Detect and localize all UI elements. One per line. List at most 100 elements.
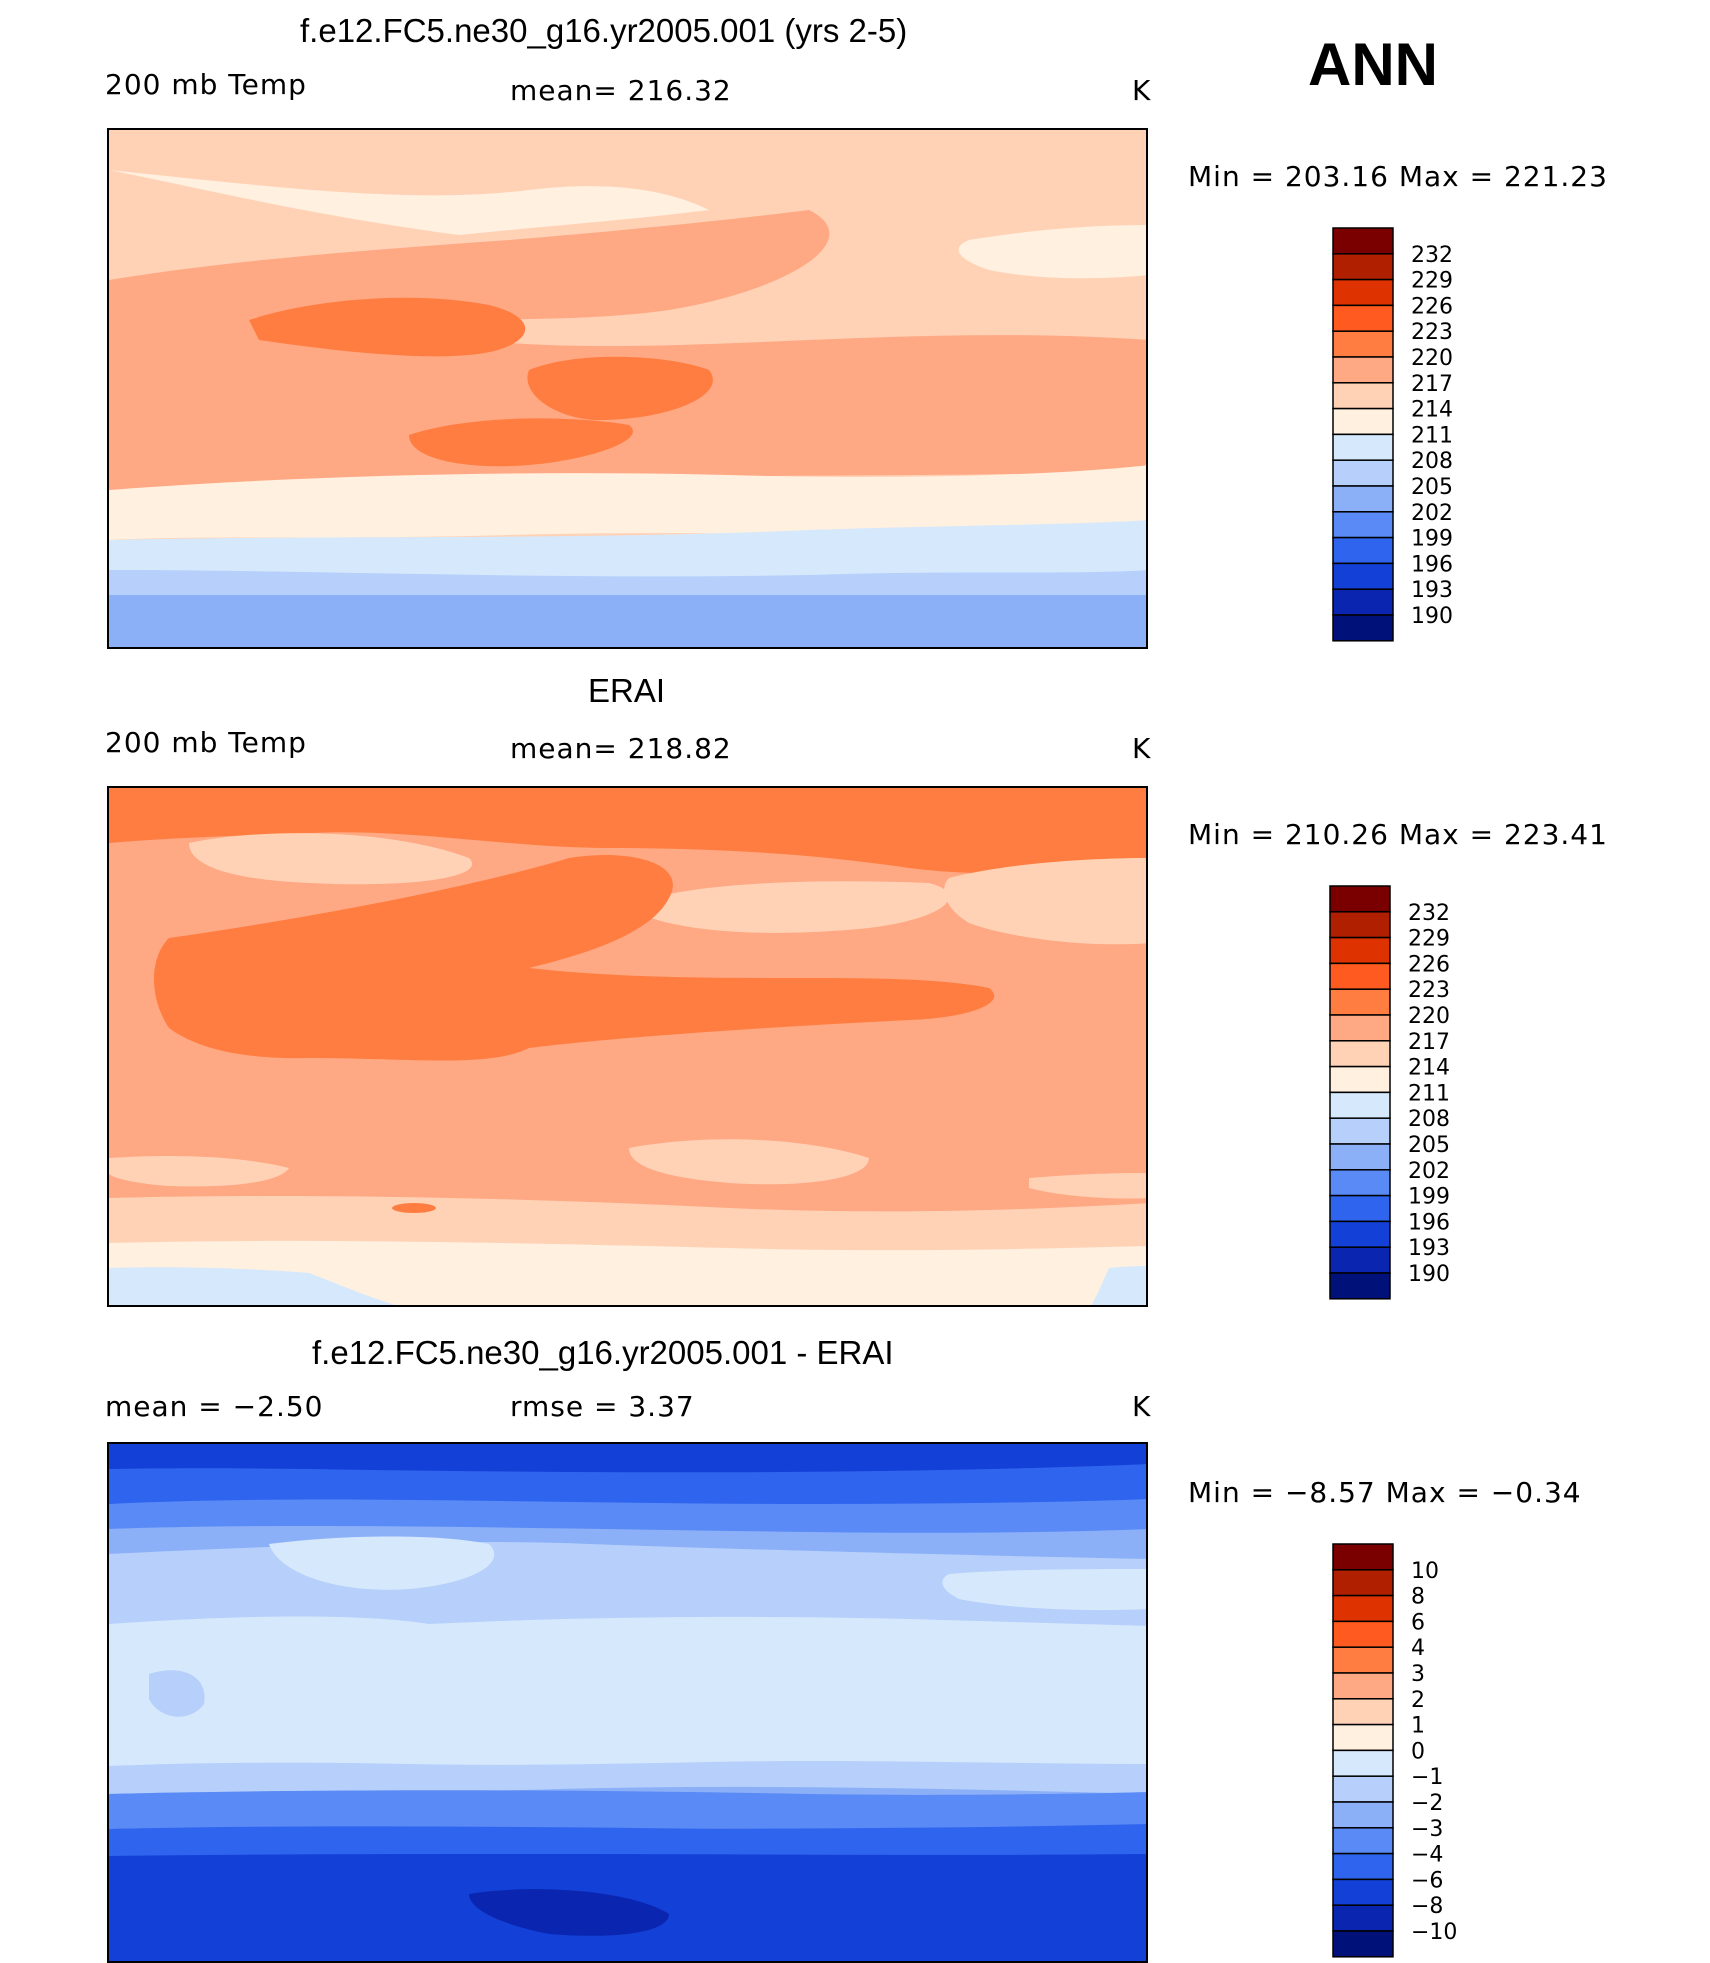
colorbar-2-swatch <box>1329 1117 1391 1145</box>
colorbar-3-swatch <box>1332 1878 1394 1906</box>
panel-1-variable-label: 200 mb Temp <box>105 68 307 101</box>
colorbar-3-tick-label: 1 <box>1411 1714 1425 1739</box>
colorbar-3-tick-label: −10 <box>1411 1920 1457 1945</box>
colorbar-2-tick-label: 214 <box>1408 1056 1450 1081</box>
colorbar-1-svg: 2322292262232202172142112082052021991961… <box>1332 227 1453 642</box>
colorbar-1-swatch <box>1332 485 1394 513</box>
colorbar-2-tick-label: 199 <box>1408 1185 1450 1210</box>
colorbar-1-swatch <box>1332 330 1394 358</box>
panel-3-units-label: K <box>1132 1390 1152 1423</box>
colorbar-1-tick-label: 202 <box>1411 501 1453 526</box>
panel-3-map <box>107 1442 1148 1963</box>
colorbar-3-swatch <box>1332 1801 1394 1829</box>
colorbar-2-tick-label: 190 <box>1408 1262 1450 1287</box>
colorbar-3-swatch <box>1332 1594 1394 1623</box>
panel-3-mean-label: mean = −2.50 <box>105 1390 324 1423</box>
colorbar-1-swatch <box>1332 407 1394 436</box>
colorbar-1-swatch <box>1332 253 1394 281</box>
colorbar-2-swatch <box>1329 1169 1391 1197</box>
colorbar-1-swatch <box>1332 614 1394 642</box>
colorbar-1-swatch <box>1332 382 1394 410</box>
colorbar-3-tick-label: −8 <box>1411 1894 1443 1919</box>
colorbar-3-swatch <box>1332 1930 1394 1958</box>
colorbar-1-tick-label: 229 <box>1411 269 1453 294</box>
colorbar-3-swatch <box>1332 1646 1394 1674</box>
colorbar-1-swatch <box>1332 459 1394 487</box>
colorbar-1-tick-label: 196 <box>1411 552 1453 577</box>
colorbar-3-swatch <box>1332 1543 1394 1571</box>
colorbar-1-tick-label: 208 <box>1411 449 1453 474</box>
colorbar-2-swatch <box>1329 962 1391 990</box>
colorbar-2-swatch <box>1329 1246 1391 1274</box>
panel-1-map <box>107 128 1148 649</box>
colorbar-3-tick-label: −4 <box>1411 1843 1443 1868</box>
colorbar-3-tick-label: −3 <box>1411 1817 1443 1842</box>
colorbar-2-tick-label: 217 <box>1408 1030 1450 1055</box>
colorbar-2-swatch <box>1329 1065 1391 1094</box>
panel-1-mean-label: mean= 216.32 <box>510 74 732 107</box>
colorbar-2-tick-label: 205 <box>1408 1133 1450 1158</box>
colorbar-1-tick-label: 193 <box>1411 578 1453 603</box>
colorbar-2-tick-label: 229 <box>1408 927 1450 952</box>
colorbar-1-tick-label: 232 <box>1411 243 1453 268</box>
panel-2-minmax: Min = 210.26 Max = 223.41 <box>1188 818 1608 851</box>
colorbar-1-tick-label: 220 <box>1411 346 1453 371</box>
panel-3-contour-field <box>109 1444 1146 1961</box>
colorbar-1-tick-label: 211 <box>1411 423 1453 448</box>
panel-2-contour-field <box>109 788 1146 1305</box>
panel-3-rmse-label: rmse = 3.37 <box>510 1390 695 1423</box>
colorbar-1-tick-label: 217 <box>1411 372 1453 397</box>
colorbar-2-swatch <box>1329 1220 1391 1248</box>
colorbar-2-tick-label: 196 <box>1408 1210 1450 1235</box>
colorbar-3-tick-label: 4 <box>1411 1636 1425 1661</box>
colorbar-2-tick-label: 211 <box>1408 1081 1450 1106</box>
colorbar-3-tick-label: −1 <box>1411 1765 1443 1790</box>
panel-3-title: f.e12.FC5.ne30_g16.yr2005.001 - ERAI <box>312 1334 894 1371</box>
colorbar-3-swatch <box>1332 1749 1394 1777</box>
colorbar-2-tick-label: 193 <box>1408 1236 1450 1261</box>
panel-2-mean-label: mean= 218.82 <box>510 732 732 765</box>
colorbar-3-tick-label: 2 <box>1411 1688 1425 1713</box>
panel-2-units-label: K <box>1132 732 1152 765</box>
colorbar-2-tick-label: 226 <box>1408 952 1450 977</box>
colorbar-2-swatch <box>1329 1143 1391 1171</box>
colorbar-2-swatch <box>1329 1091 1391 1119</box>
colorbar-2-tick-label: 232 <box>1408 901 1450 926</box>
colorbar-2-tick-label: 208 <box>1408 1107 1450 1132</box>
colorbar-3-tick-label: 8 <box>1411 1585 1425 1610</box>
colorbar-1-tick-label: 199 <box>1411 527 1453 552</box>
colorbar-2-swatch <box>1329 936 1391 965</box>
colorbar-1-swatch <box>1332 562 1394 590</box>
panel-1-units-label: K <box>1132 74 1152 107</box>
season-label: ANN <box>1308 31 1438 98</box>
colorbar-2-swatch <box>1329 1272 1391 1300</box>
colorbar-2-svg: 2322292262232202172142112082052021991961… <box>1329 885 1450 1300</box>
colorbar-3-tick-label: 0 <box>1411 1739 1425 1764</box>
panel-2-variable-label: 200 mb Temp <box>105 726 307 759</box>
colorbar-1-tick-label: 226 <box>1411 294 1453 319</box>
colorbar-1-swatch <box>1332 304 1394 332</box>
colorbar-1-tick-label: 223 <box>1411 320 1453 345</box>
colorbar-3-swatch <box>1332 1569 1394 1597</box>
colorbar-1-tick-label: 190 <box>1411 604 1453 629</box>
panel-2-map <box>107 786 1148 1307</box>
colorbar-2-swatch <box>1329 988 1391 1016</box>
colorbar-1-tick-label: 214 <box>1411 398 1453 423</box>
colorbar-1-swatch <box>1332 433 1394 461</box>
panel-3-minmax: Min = −8.57 Max = −0.34 <box>1188 1476 1582 1509</box>
colorbar-3-swatch <box>1332 1827 1394 1855</box>
colorbar-3-swatch <box>1332 1672 1394 1700</box>
colorbar-2-swatch <box>1329 911 1391 939</box>
colorbar-1-swatch <box>1332 278 1394 307</box>
colorbar-3-swatch <box>1332 1852 1394 1881</box>
colorbar-3-tick-label: 10 <box>1411 1559 1439 1584</box>
colorbar-3-swatch <box>1332 1723 1394 1752</box>
colorbar-2-tick-label: 202 <box>1408 1159 1450 1184</box>
colorbar-3-tick-label: 6 <box>1411 1610 1425 1635</box>
colorbar-1-swatch <box>1332 356 1394 384</box>
colorbar-1-swatch <box>1332 511 1394 539</box>
colorbar-2-tick-label: 220 <box>1408 1004 1450 1029</box>
colorbar-3-swatch <box>1332 1904 1394 1932</box>
